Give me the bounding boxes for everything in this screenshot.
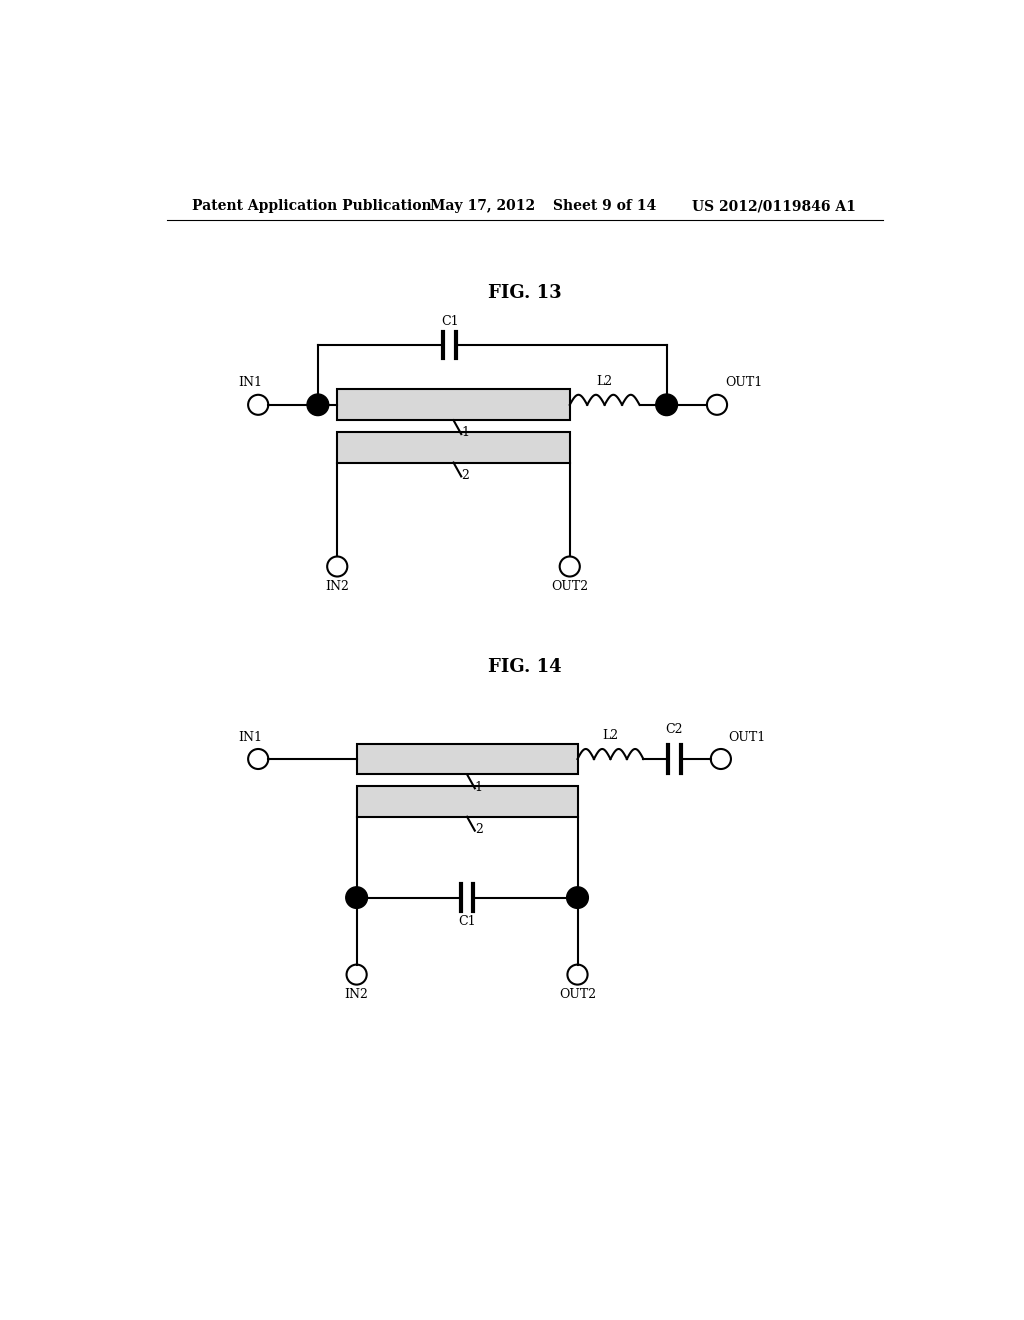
Text: OUT2: OUT2 bbox=[559, 989, 596, 1002]
Text: OUT1: OUT1 bbox=[725, 376, 762, 389]
Text: 2: 2 bbox=[461, 469, 469, 482]
Text: 2: 2 bbox=[475, 822, 482, 836]
Text: FIG. 13: FIG. 13 bbox=[488, 284, 561, 302]
Text: L2: L2 bbox=[597, 375, 612, 388]
Text: Patent Application Publication: Patent Application Publication bbox=[191, 199, 431, 213]
Text: IN2: IN2 bbox=[345, 989, 369, 1002]
Text: Sheet 9 of 14: Sheet 9 of 14 bbox=[553, 199, 656, 213]
Bar bbox=[337, 389, 569, 420]
Text: 1: 1 bbox=[461, 426, 469, 440]
Text: 1: 1 bbox=[475, 780, 482, 793]
Text: FIG. 14: FIG. 14 bbox=[488, 657, 561, 676]
Text: IN2: IN2 bbox=[326, 581, 349, 594]
Text: May 17, 2012: May 17, 2012 bbox=[430, 199, 536, 213]
Bar bbox=[356, 785, 578, 817]
Bar bbox=[356, 743, 578, 775]
Text: L2: L2 bbox=[602, 729, 618, 742]
Text: IN1: IN1 bbox=[239, 376, 262, 389]
Text: OUT1: OUT1 bbox=[729, 730, 766, 743]
Text: C2: C2 bbox=[666, 723, 683, 737]
Circle shape bbox=[655, 393, 678, 416]
Circle shape bbox=[307, 393, 329, 416]
Bar bbox=[337, 432, 569, 462]
Circle shape bbox=[566, 887, 589, 908]
Text: C1: C1 bbox=[459, 915, 476, 928]
Circle shape bbox=[346, 887, 368, 908]
Text: US 2012/0119846 A1: US 2012/0119846 A1 bbox=[692, 199, 856, 213]
Text: OUT2: OUT2 bbox=[551, 581, 589, 594]
Text: C1: C1 bbox=[440, 314, 459, 327]
Text: IN1: IN1 bbox=[239, 730, 262, 743]
